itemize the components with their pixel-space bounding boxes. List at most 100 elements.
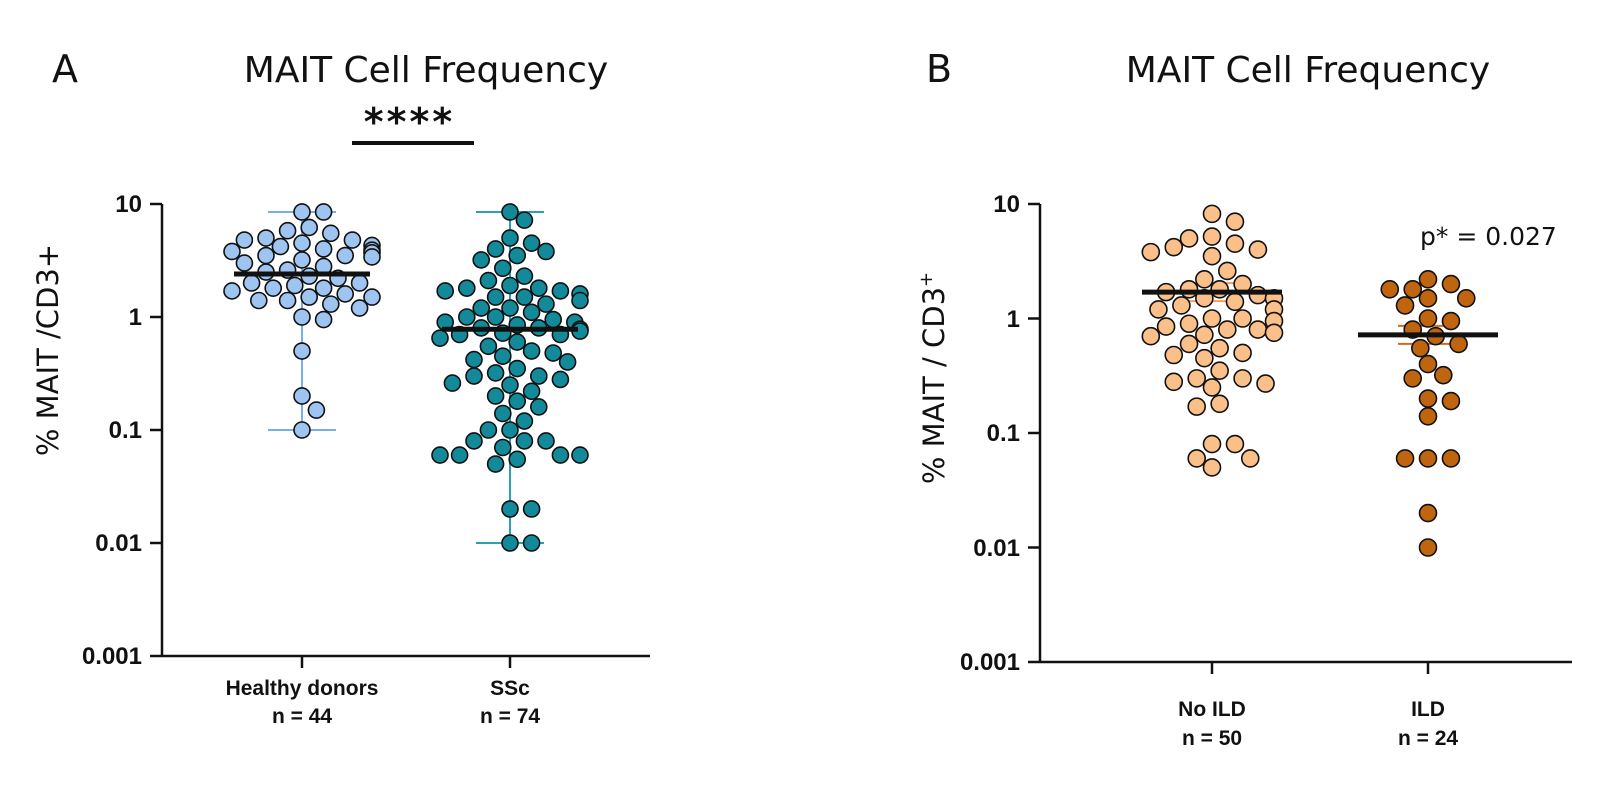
data-point-healthy-donors	[336, 285, 355, 303]
data-point-ssc	[508, 450, 527, 469]
data-point-ild	[1449, 334, 1468, 354]
data-point-no-ild	[1172, 296, 1191, 315]
data-point-healthy-donors	[257, 246, 275, 265]
data-point-no-ild	[1248, 240, 1268, 259]
data-point-healthy-donors	[249, 291, 268, 310]
data-point-ssc	[522, 342, 541, 360]
panel-a-title: MAIT Cell Frequency	[244, 50, 608, 91]
data-point-ssc	[515, 211, 534, 229]
data-point-healthy-donors	[293, 308, 311, 326]
data-point-ssc	[501, 203, 519, 221]
data-point-ssc	[431, 446, 449, 464]
data-point-ssc	[522, 234, 541, 252]
panel-a-y-tick-label: 1	[129, 304, 142, 331]
data-point-no-ild	[1233, 369, 1252, 388]
data-point-ild	[1403, 279, 1422, 299]
data-point-ild	[1395, 296, 1415, 315]
data-point-ssc	[457, 279, 476, 297]
data-point-healthy-donors	[307, 401, 326, 419]
data-point-ssc	[486, 455, 505, 473]
data-point-ild	[1418, 354, 1438, 374]
data-point-ssc	[558, 353, 577, 371]
data-point-no-ild	[1202, 204, 1222, 224]
data-point-ssc	[493, 259, 512, 278]
data-point-ssc	[472, 251, 491, 269]
significance-stars: ****	[362, 100, 454, 144]
data-point-ild	[1411, 338, 1430, 358]
panel-a-y-tick-label: 10	[115, 191, 142, 218]
data-point-ssc	[465, 367, 483, 385]
n-label-ssc: n = 74	[480, 705, 540, 728]
data-point-no-ild	[1248, 285, 1268, 305]
data-point-healthy-donors	[300, 218, 319, 237]
panel-a-y-axis-label: % MAIT /CD3+	[31, 244, 65, 456]
n-label-ild: n = 24	[1398, 727, 1458, 750]
panel-b-y-axis-label-sup: +	[916, 272, 937, 287]
data-point-ssc	[501, 376, 519, 394]
data-point-ild	[1418, 309, 1438, 328]
data-point-ssc	[529, 367, 548, 385]
data-point-no-ild	[1141, 326, 1161, 346]
data-point-no-ild	[1225, 434, 1245, 454]
data-point-no-ild	[1164, 237, 1184, 257]
panel-a-y-tick-label: 0.01	[95, 530, 142, 557]
data-point-ild	[1418, 389, 1438, 408]
data-point-no-ild	[1256, 374, 1275, 393]
data-point-healthy-donors	[293, 203, 311, 221]
data-point-no-ild	[1187, 369, 1206, 388]
data-point-ssc	[486, 288, 505, 306]
data-point-healthy-donors	[293, 234, 311, 252]
panel-b-plot: 10 1 0.1 0.01 0.001 No ILD n = 50 ILD n …	[960, 191, 1572, 750]
data-point-ssc	[571, 291, 589, 310]
panel-a-y-tick-label: 0.1	[109, 417, 142, 444]
data-point-healthy-donors	[314, 279, 333, 297]
data-point-no-ild	[1225, 212, 1245, 232]
data-point-healthy-donors	[343, 231, 362, 249]
data-point-ssc	[522, 500, 541, 518]
data-point-no-ild	[1202, 227, 1222, 246]
data-point-ssc	[551, 446, 570, 464]
data-point-ild	[1418, 289, 1438, 308]
data-point-ssc	[501, 299, 519, 317]
data-point-ssc	[486, 364, 505, 382]
data-point-ild	[1441, 311, 1461, 331]
data-point-no-ild	[1233, 309, 1252, 328]
data-point-ild	[1403, 369, 1422, 388]
data-point-ild	[1418, 503, 1438, 523]
data-point-healthy-donors	[264, 279, 283, 297]
data-point-healthy-donors	[321, 295, 340, 313]
panel-a-letter: A	[52, 47, 78, 91]
data-point-ssc	[529, 279, 548, 297]
data-point-ild	[1418, 538, 1438, 557]
data-point-ild	[1441, 449, 1461, 468]
data-point-ild	[1395, 449, 1415, 468]
data-point-healthy-donors	[278, 291, 297, 310]
data-point-no-ild	[1179, 229, 1199, 248]
data-point-ssc	[465, 350, 483, 369]
data-point-no-ild	[1210, 394, 1229, 414]
n-label-healthy-donors: n = 44	[272, 705, 332, 728]
data-point-ssc	[443, 374, 462, 392]
data-point-no-ild	[1202, 309, 1222, 328]
data-point-healthy-donors	[278, 221, 297, 240]
data-point-no-ild	[1202, 458, 1222, 477]
data-point-ild	[1418, 449, 1438, 468]
data-point-ssc	[522, 534, 541, 552]
data-point-healthy-donors	[363, 248, 381, 266]
data-point-healthy-donors	[314, 310, 333, 329]
data-point-no-ild	[1248, 320, 1268, 339]
data-point-no-ild	[1233, 343, 1252, 363]
data-point-ssc	[486, 387, 505, 405]
data-point-ssc	[472, 299, 491, 317]
data-point-ssc	[436, 282, 455, 300]
data-point-ssc	[486, 308, 505, 326]
data-point-no-ild	[1164, 372, 1184, 392]
data-point-ild	[1380, 279, 1400, 299]
data-point-healthy-donors	[293, 251, 311, 269]
data-point-ild	[1441, 391, 1461, 411]
data-point-no-ild	[1225, 234, 1245, 254]
data-point-ssc	[501, 229, 519, 247]
data-point-healthy-donors	[235, 254, 254, 272]
data-point-ssc	[493, 347, 512, 365]
